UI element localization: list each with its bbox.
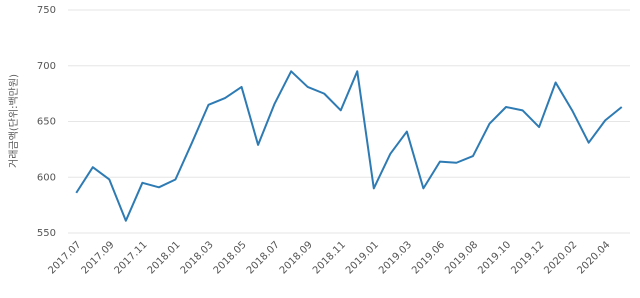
line: [75, 70, 623, 222]
x-tick-label: 2019.03: [377, 239, 414, 276]
x-tick-label: 2019.10: [476, 239, 513, 276]
x-tick-label: 2018.07: [245, 239, 282, 276]
y-tick-label: 700: [37, 61, 56, 72]
x-tick-label: 2017.07: [46, 239, 83, 276]
x-tick-label: 2018.11: [311, 239, 348, 276]
y-tick-label: 550: [37, 228, 56, 239]
x-tick-label: 2019.08: [443, 239, 480, 276]
x-tick-label: 2017.11: [113, 239, 150, 276]
x-tick-label: 2018.05: [212, 239, 249, 276]
x-tick-label: 2018.01: [146, 239, 183, 276]
x-tick-label: 2018.03: [179, 239, 216, 276]
x-tick-label: 2017.09: [80, 239, 117, 276]
y-tick-label: 600: [37, 172, 56, 183]
y-tick-label: 750: [37, 5, 56, 16]
x-tick-label: 2018.09: [278, 239, 315, 276]
y-tick-label: 650: [37, 117, 56, 128]
x-tick-label: 2020.02: [542, 239, 579, 276]
x-tick-label: 2019.06: [410, 239, 447, 276]
x-tick-label: 2019.12: [509, 239, 546, 276]
x-tick-label: 2019.01: [344, 239, 381, 276]
x-tick-label: 2020.04: [575, 239, 612, 276]
y-axis-label: 거래금액(단위:백만원): [7, 74, 20, 168]
